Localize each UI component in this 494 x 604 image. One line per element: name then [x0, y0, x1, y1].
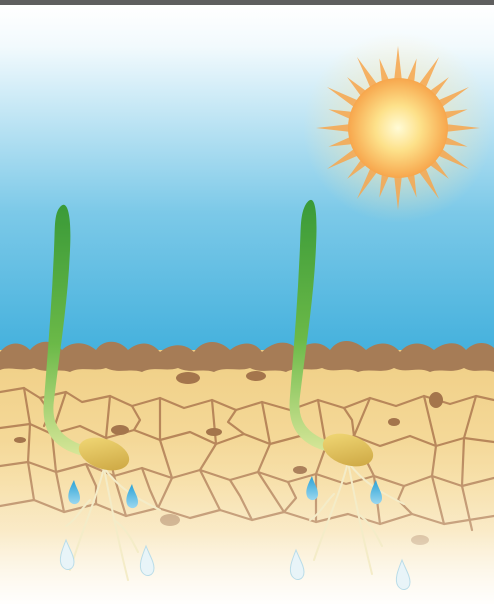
frame-top-bar [0, 0, 494, 5]
soil-crust [0, 341, 494, 372]
sun-icon [303, 33, 493, 223]
